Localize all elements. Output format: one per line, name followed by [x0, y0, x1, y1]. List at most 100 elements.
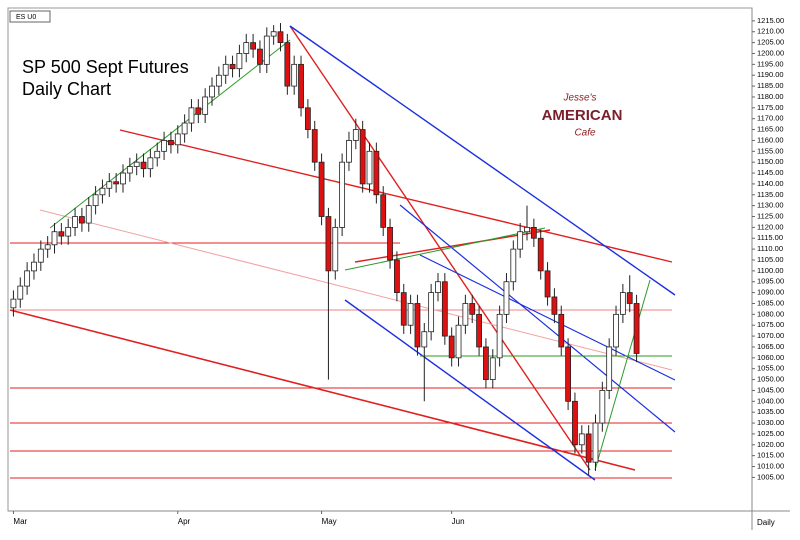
chart-title: SP 500 Sept Futures — [22, 57, 189, 77]
candle-body — [44, 244, 51, 250]
y-tick-label: 1155.00 — [757, 146, 784, 155]
candle-body — [332, 226, 339, 272]
y-tick-label: 1165.00 — [757, 125, 784, 134]
candle-body — [229, 63, 236, 70]
y-tick-label: 1200.00 — [757, 48, 784, 57]
candle-body — [517, 231, 524, 250]
candle-body — [366, 150, 373, 185]
candle-body — [65, 226, 72, 237]
candle-body — [537, 237, 544, 272]
x-tick-label: Apr — [178, 517, 191, 526]
candle-body — [92, 194, 99, 207]
candle-body — [304, 107, 311, 130]
y-tick-label: 1110.00 — [757, 244, 783, 253]
candle-body — [291, 63, 298, 87]
candle-body — [147, 157, 154, 170]
y-tick-label: 1070.00 — [757, 331, 784, 340]
y-tick-label: 1025.00 — [757, 429, 784, 438]
candle-body — [318, 161, 325, 217]
y-tick-label: 1010.00 — [757, 462, 784, 471]
trend-line — [9, 309, 636, 471]
candle-body — [113, 181, 120, 185]
candle-body — [85, 205, 92, 224]
candle-body — [524, 226, 530, 233]
candle-body — [72, 216, 78, 228]
trend-line — [119, 129, 673, 263]
candle-body — [181, 122, 188, 135]
candle-body — [339, 161, 346, 228]
candle-body — [154, 150, 161, 159]
candle-body — [448, 335, 455, 359]
candle-body — [619, 292, 626, 315]
candle-body — [503, 281, 510, 315]
y-tick-label: 1130.00 — [757, 201, 784, 210]
candle-body — [489, 357, 496, 380]
candle-body — [572, 400, 578, 446]
y-tick-label: 1030.00 — [757, 418, 784, 427]
candle-body — [359, 129, 366, 185]
y-tick-label: 1075.00 — [757, 320, 784, 329]
logo-text: Cafe — [574, 128, 596, 139]
candle-body — [79, 216, 85, 224]
candle-body — [257, 48, 263, 65]
candle-body — [277, 31, 284, 44]
candle-body — [483, 346, 489, 380]
candle-body — [626, 292, 633, 304]
candle-body — [188, 107, 195, 124]
trend-line — [344, 227, 546, 271]
trend-line — [49, 39, 291, 229]
logo-text: Jesse's — [562, 93, 596, 104]
candle-body — [31, 261, 37, 272]
y-tick-label: 1050.00 — [757, 375, 784, 384]
candle-body — [613, 313, 619, 348]
logo-text: AMERICAN — [542, 107, 623, 124]
y-tick-label: 1045.00 — [757, 385, 784, 394]
symbol-box — [9, 10, 51, 23]
y-tick-label: 1150.00 — [757, 157, 784, 166]
x-axis-label: Daily — [757, 518, 775, 527]
y-tick-label: 1160.00 — [757, 135, 784, 144]
x-tick-label: Mar — [13, 517, 27, 526]
candle-body — [140, 161, 147, 170]
y-tick-label: 1185.00 — [757, 81, 784, 90]
y-tick-label: 1115.00 — [757, 233, 783, 242]
y-tick-label: 1055.00 — [757, 364, 784, 373]
candle-body — [209, 85, 215, 98]
y-tick-label: 1065.00 — [757, 342, 784, 351]
y-tick-label: 1080.00 — [757, 309, 784, 318]
y-tick-label: 1035.00 — [757, 407, 784, 416]
candle-body — [133, 161, 140, 167]
candle-body — [407, 303, 414, 326]
candle-body — [585, 433, 592, 463]
candle-body — [120, 172, 126, 185]
candle-body — [469, 303, 476, 315]
candle-body — [592, 422, 599, 463]
y-tick-label: 1140.00 — [757, 179, 784, 188]
y-tick-label: 1040.00 — [757, 396, 784, 405]
candle-body — [215, 74, 222, 87]
candle-body — [551, 296, 558, 315]
candle-body — [599, 390, 606, 424]
candle-body — [565, 346, 571, 402]
candle-body — [462, 303, 469, 326]
y-tick-label: 1205.00 — [757, 38, 784, 47]
trend-line — [399, 204, 676, 433]
candle-body — [168, 140, 174, 146]
candle-body — [380, 194, 387, 228]
y-tick-label: 1190.00 — [757, 70, 784, 79]
y-tick-label: 1015.00 — [757, 451, 784, 460]
candle-body — [578, 433, 585, 446]
candle-body — [387, 226, 393, 261]
trend-line — [344, 299, 596, 481]
candle-body — [250, 42, 256, 50]
y-tick-label: 1005.00 — [757, 472, 784, 481]
candle-body — [373, 150, 380, 196]
candle-body — [633, 303, 640, 354]
y-tick-label: 1100.00 — [757, 266, 784, 275]
candle-body — [530, 226, 537, 239]
trend-line — [289, 25, 676, 296]
y-tick-label: 1120.00 — [757, 222, 784, 231]
y-tick-label: 1085.00 — [757, 298, 784, 307]
candle-body — [428, 292, 435, 333]
